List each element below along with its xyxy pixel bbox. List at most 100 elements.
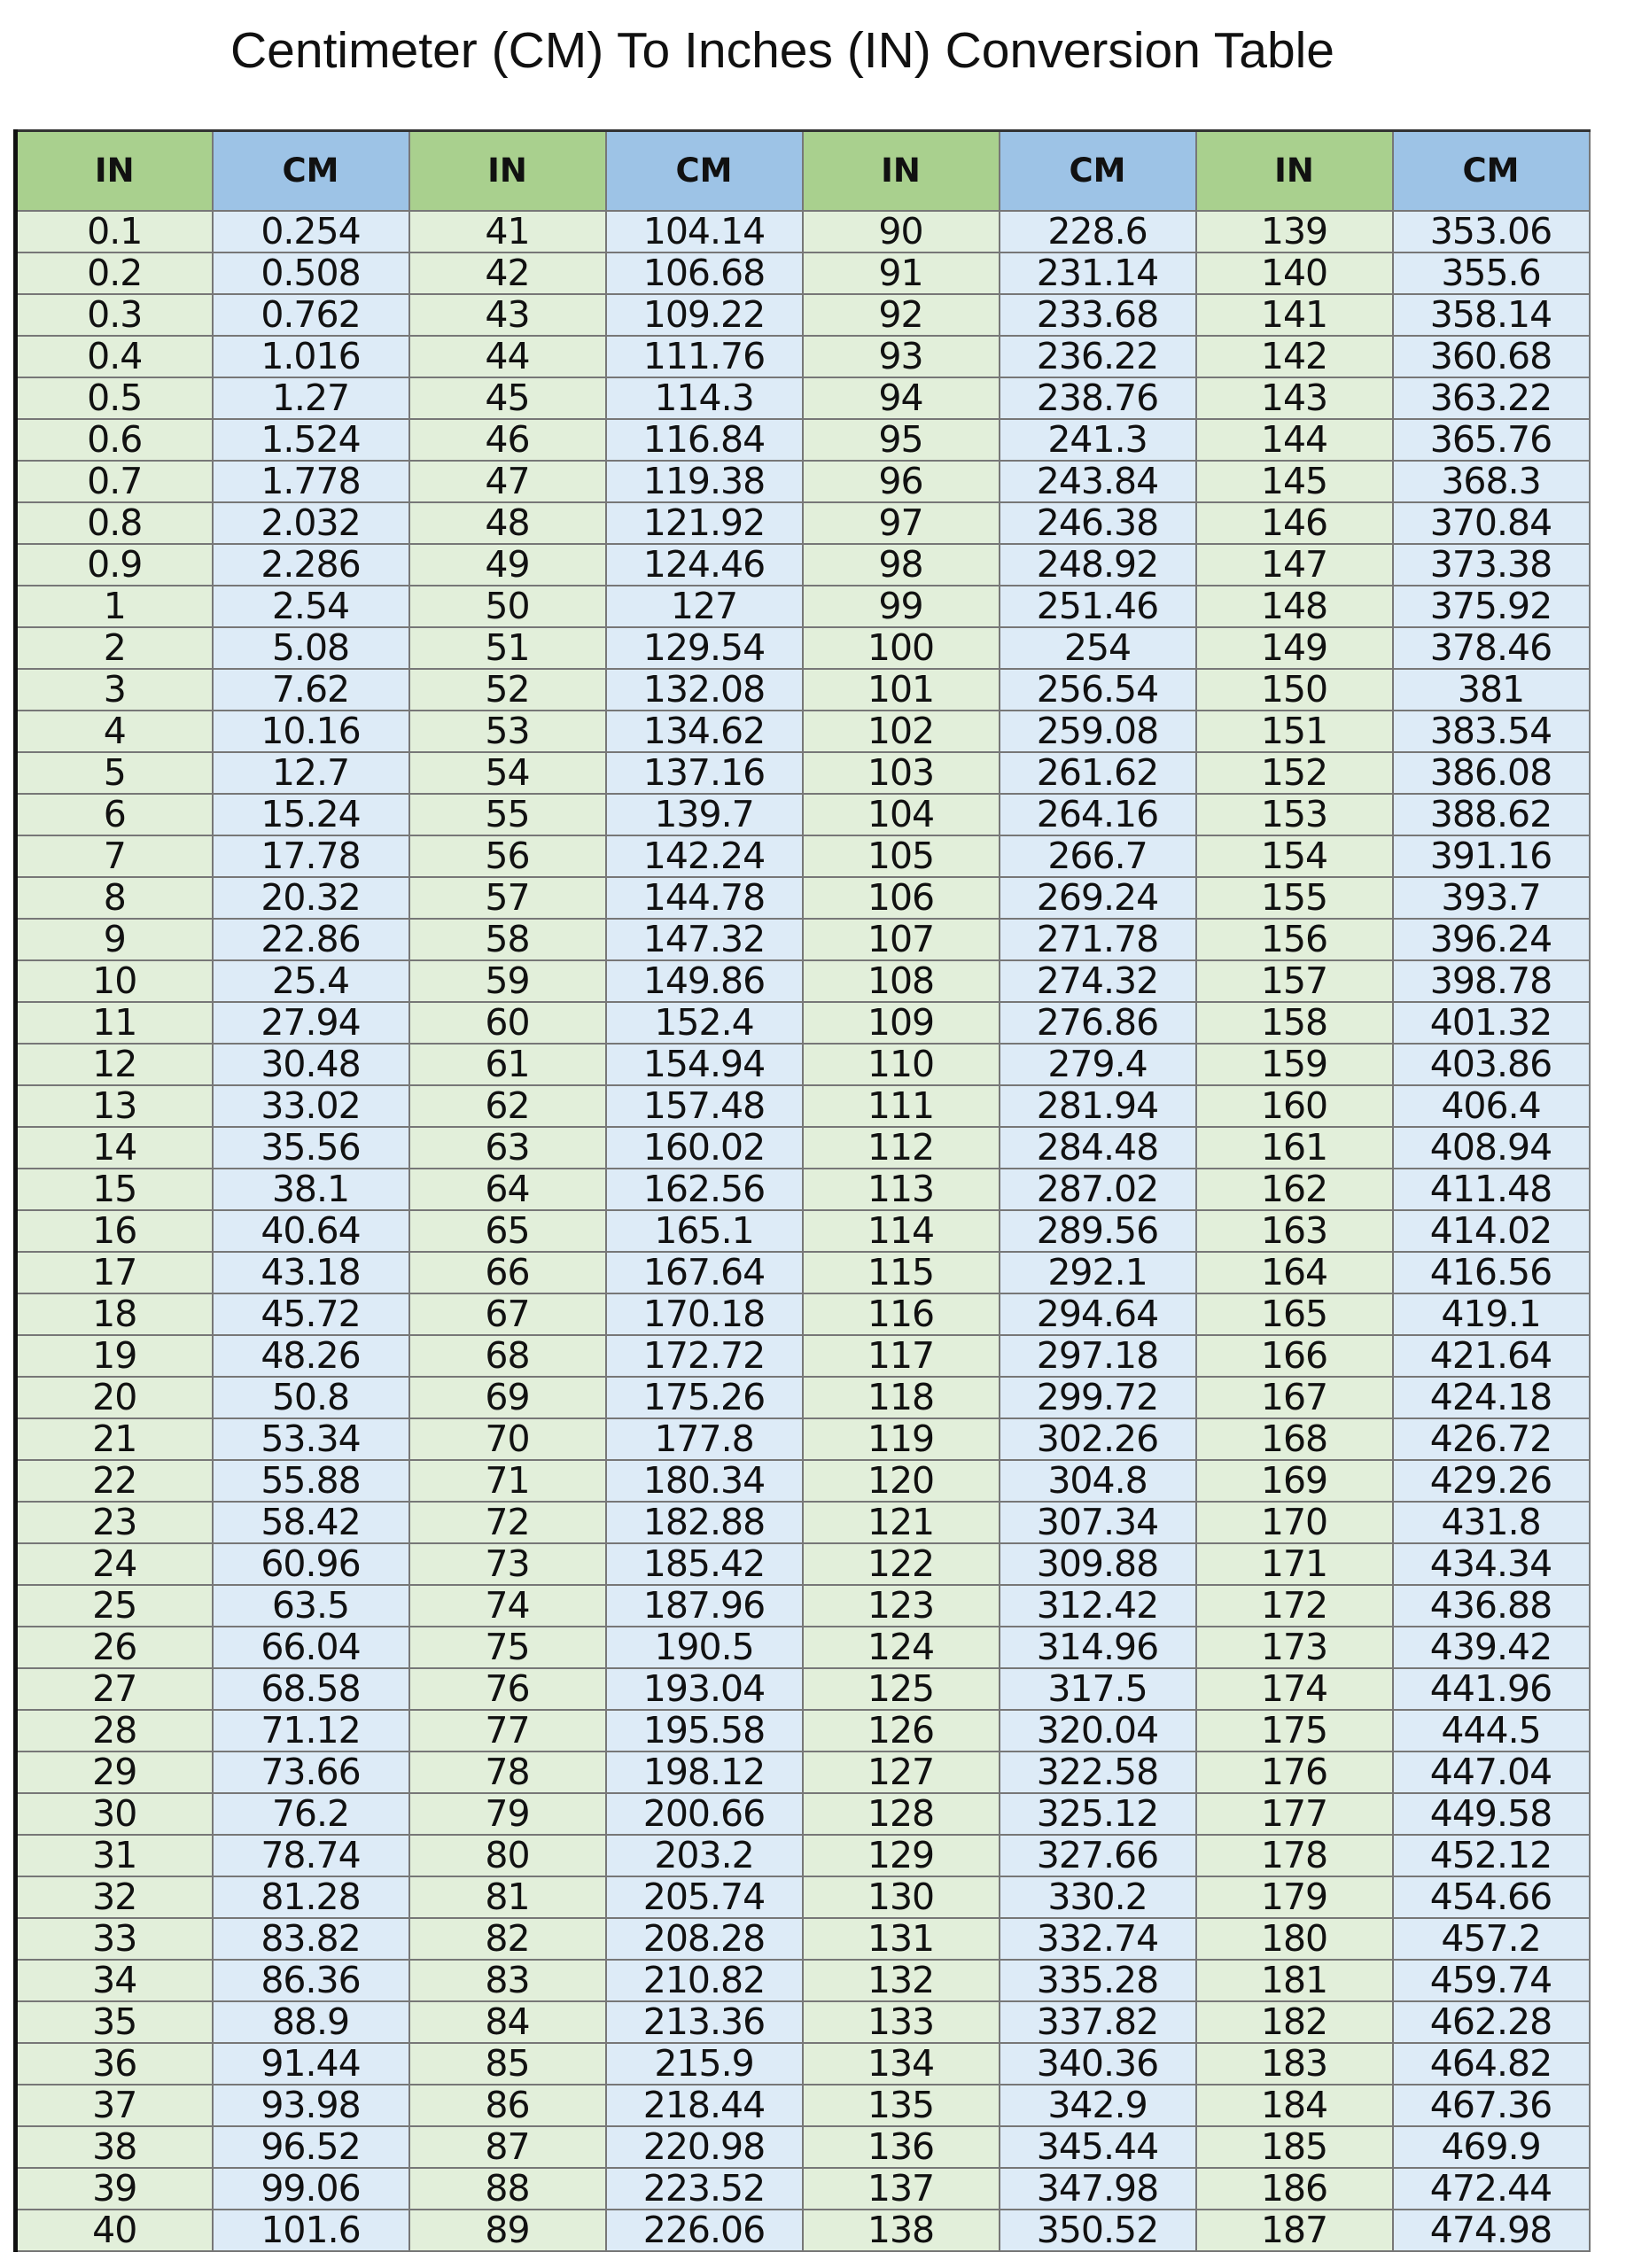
cm-cell: 406.4 <box>1391 1084 1591 1128</box>
cm-cell: 1.524 <box>211 417 410 462</box>
cm-cell: 431.8 <box>1391 1500 1591 1544</box>
cm-cell: 447.04 <box>1391 1750 1591 1794</box>
in-cell: 178 <box>1194 1833 1394 1877</box>
cm-cell: 386.08 <box>1391 750 1591 795</box>
cm-cell: 441.96 <box>1391 1666 1591 1711</box>
in-cell: 0.6 <box>14 417 214 462</box>
cm-cell: 269.24 <box>998 875 1197 920</box>
table-row: 0.4 1.016 44 111.76 93 236.22 142 360.68 <box>14 334 1591 378</box>
cm-cell: 297.18 <box>998 1333 1197 1378</box>
in-cell: 59 <box>408 959 607 1003</box>
cm-cell: 299.72 <box>998 1375 1197 1419</box>
cm-cell: 134.62 <box>604 709 804 753</box>
cm-cell: 63.5 <box>211 1583 410 1627</box>
in-cell: 150 <box>1194 667 1394 711</box>
cm-cell: 55.88 <box>211 1458 410 1503</box>
in-cell: 64 <box>408 1167 607 1211</box>
cm-cell: 170.18 <box>604 1292 804 1336</box>
cm-cell: 381 <box>1391 667 1591 711</box>
cm-cell: 2.286 <box>211 542 410 586</box>
cm-cell: 462.28 <box>1391 2000 1591 2044</box>
cm-cell: 15.24 <box>211 792 410 836</box>
in-cell: 133 <box>801 2000 1000 2044</box>
in-cell: 86 <box>408 2083 607 2127</box>
cm-cell: 60.96 <box>211 1542 410 1586</box>
in-cell: 142 <box>1194 334 1394 378</box>
in-cell: 163 <box>1194 1208 1394 1253</box>
cm-cell: 124.46 <box>604 542 804 586</box>
in-cell: 84 <box>408 2000 607 2044</box>
in-cell: 107 <box>801 917 1000 961</box>
table-row: 18 45.72 67 170.18 116 294.64 165 419.1 <box>14 1292 1591 1336</box>
cm-cell: 365.76 <box>1391 417 1591 462</box>
cm-cell: 274.32 <box>998 959 1197 1003</box>
cm-cell: 86.36 <box>211 1958 410 2002</box>
cm-cell: 129.54 <box>604 625 804 670</box>
cm-cell: 200.66 <box>604 1791 804 1836</box>
cm-cell: 281.94 <box>998 1084 1197 1128</box>
table-row: 36 91.44 85 215.9 134 340.36 183 464.82 <box>14 2041 1591 2085</box>
table-row: 23 58.42 72 182.88 121 307.34 170 431.8 <box>14 1500 1591 1544</box>
cm-cell: 1.016 <box>211 334 410 378</box>
table-row: 26 66.04 75 190.5 124 314.96 173 439.42 <box>14 1625 1591 1669</box>
in-cell: 123 <box>801 1583 1000 1627</box>
cm-cell: 177.8 <box>604 1417 804 1461</box>
in-cell: 5 <box>14 750 214 795</box>
cm-cell: 35.56 <box>211 1125 410 1169</box>
in-cell: 120 <box>801 1458 1000 1503</box>
cm-cell: 165.1 <box>604 1208 804 1253</box>
cm-cell: 119.38 <box>604 459 804 503</box>
cm-cell: 276.86 <box>998 1000 1197 1045</box>
cm-cell: 7.62 <box>211 667 410 711</box>
in-cell: 34 <box>14 1958 214 2002</box>
cm-cell: 436.88 <box>1391 1583 1591 1627</box>
cm-cell: 106.68 <box>604 251 804 295</box>
in-cell: 101 <box>801 667 1000 711</box>
in-cell: 16 <box>14 1208 214 1253</box>
table-row: 2 5.08 51 129.54 100 254 149 378.46 <box>14 625 1591 670</box>
cm-cell: 40.64 <box>211 1208 410 1253</box>
header-cm-4: CM <box>1391 129 1591 212</box>
cm-cell: 203.2 <box>604 1833 804 1877</box>
in-cell: 66 <box>408 1250 607 1294</box>
cm-cell: 292.1 <box>998 1250 1197 1294</box>
cm-cell: 193.04 <box>604 1666 804 1711</box>
in-cell: 138 <box>801 2208 1000 2252</box>
cm-cell: 259.08 <box>998 709 1197 753</box>
cm-cell: 309.88 <box>998 1542 1197 1586</box>
cm-cell: 228.6 <box>998 209 1197 253</box>
in-cell: 159 <box>1194 1042 1394 1086</box>
table-row: 8 20.32 57 144.78 106 269.24 155 393.7 <box>14 875 1591 920</box>
table-row: 19 48.26 68 172.72 117 297.18 166 421.64 <box>14 1333 1591 1378</box>
cm-cell: 0.254 <box>211 209 410 253</box>
cm-cell: 342.9 <box>998 2083 1197 2127</box>
cm-cell: 452.12 <box>1391 1833 1591 1877</box>
cm-cell: 271.78 <box>998 917 1197 961</box>
cm-cell: 243.84 <box>998 459 1197 503</box>
cm-cell: 187.96 <box>604 1583 804 1627</box>
cm-cell: 33.02 <box>211 1084 410 1128</box>
cm-cell: 383.54 <box>1391 709 1591 753</box>
in-cell: 26 <box>14 1625 214 1669</box>
cm-cell: 73.66 <box>211 1750 410 1794</box>
cm-cell: 287.02 <box>998 1167 1197 1211</box>
in-cell: 0.8 <box>14 501 214 545</box>
in-cell: 52 <box>408 667 607 711</box>
in-cell: 135 <box>801 2083 1000 2127</box>
cm-cell: 360.68 <box>1391 334 1591 378</box>
cm-cell: 434.34 <box>1391 1542 1591 1586</box>
table-row: 25 63.5 74 187.96 123 312.42 172 436.88 <box>14 1583 1591 1627</box>
in-cell: 0.7 <box>14 459 214 503</box>
table-row: 38 96.52 87 220.98 136 345.44 185 469.9 <box>14 2124 1591 2169</box>
table-row: 0.5 1.27 45 114.3 94 238.76 143 363.22 <box>14 376 1591 420</box>
cm-cell: 467.36 <box>1391 2083 1591 2127</box>
cm-cell: 251.46 <box>998 584 1197 628</box>
in-cell: 129 <box>801 1833 1000 1877</box>
table-row: 0.8 2.032 48 121.92 97 246.38 146 370.84 <box>14 501 1591 545</box>
in-cell: 115 <box>801 1250 1000 1294</box>
in-cell: 0.2 <box>14 251 214 295</box>
cm-cell: 68.58 <box>211 1666 410 1711</box>
cm-cell: 132.08 <box>604 667 804 711</box>
cm-cell: 469.9 <box>1391 2124 1591 2169</box>
table-row: 16 40.64 65 165.1 114 289.56 163 414.02 <box>14 1208 1591 1253</box>
